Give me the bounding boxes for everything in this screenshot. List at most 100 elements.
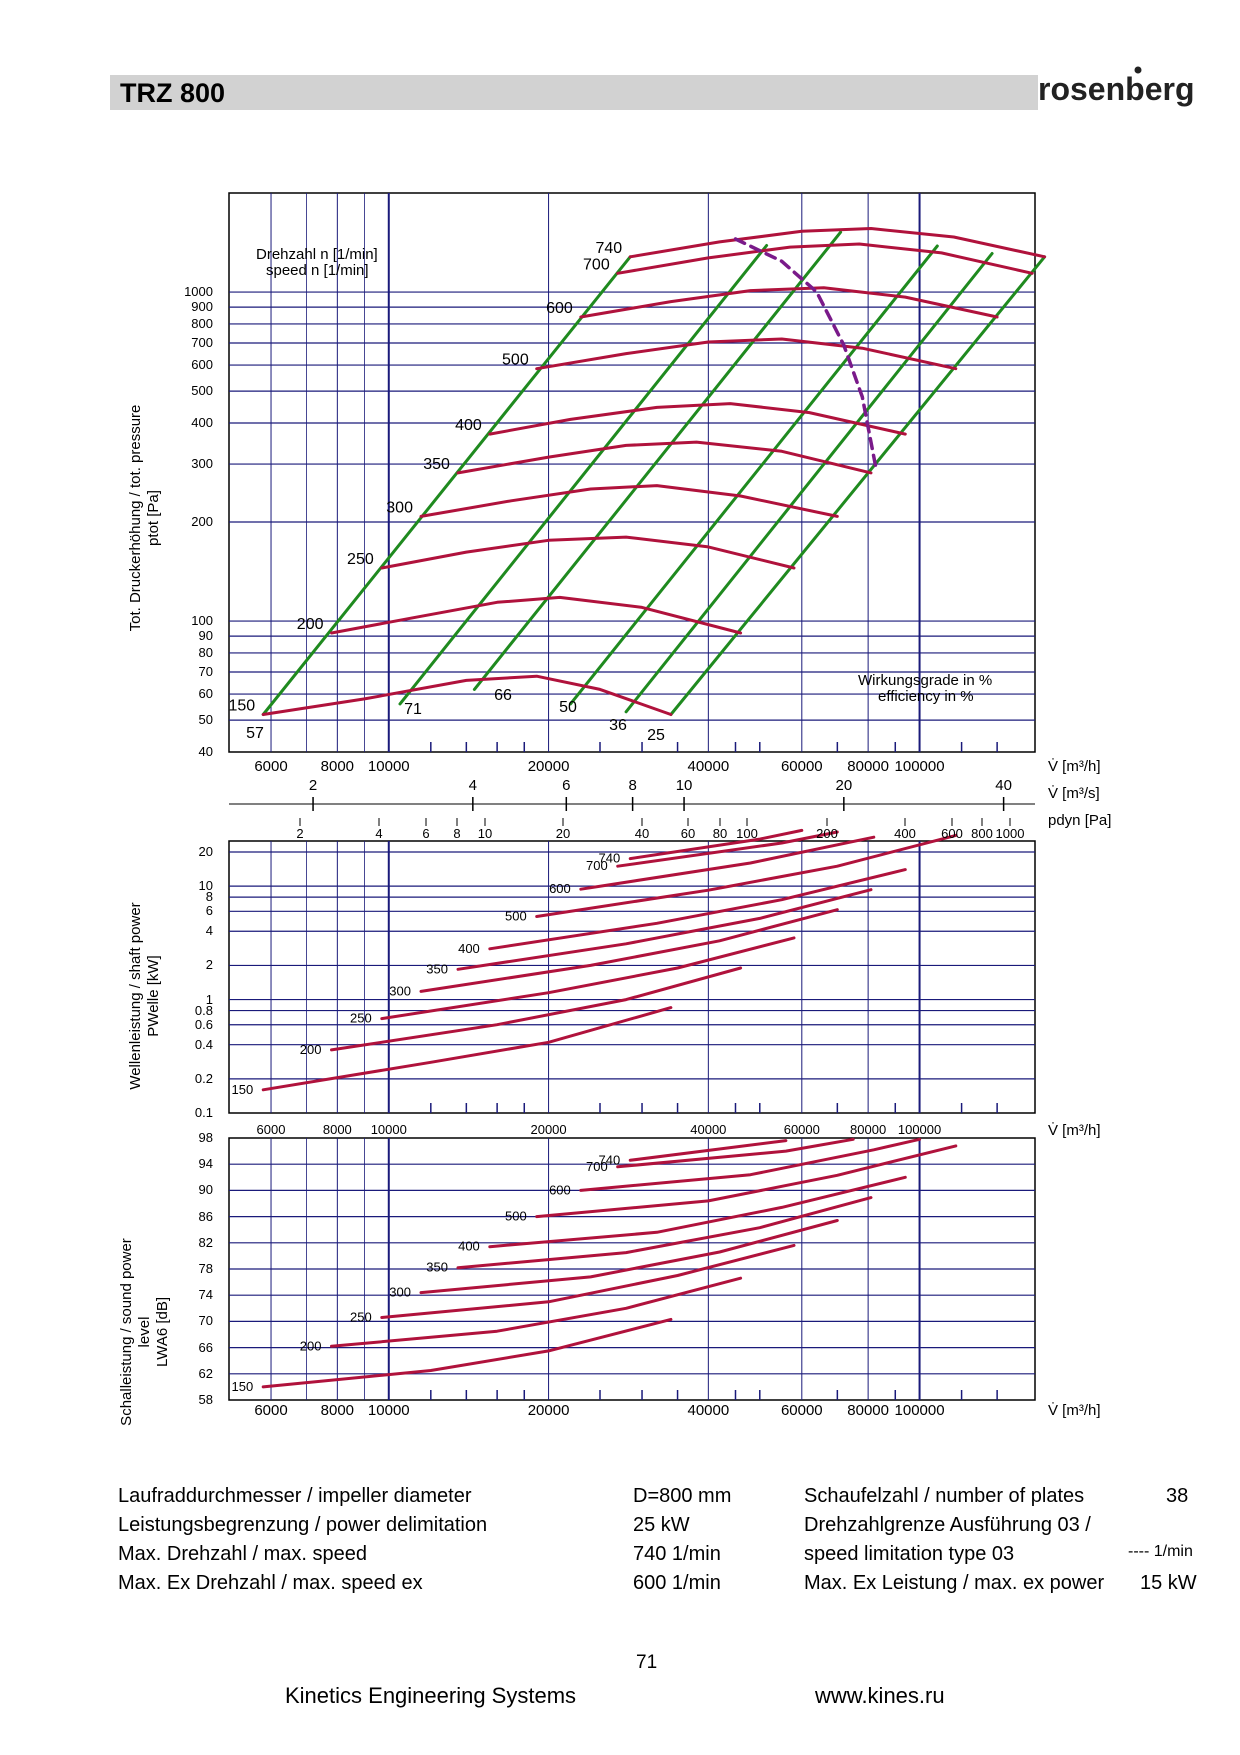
spec-value-power: 25 kW xyxy=(633,1514,690,1536)
spec-value-plates: 38 xyxy=(1166,1485,1189,1507)
power-x-tick: 80000 xyxy=(850,1122,887,1137)
spec-label-plates: Schaufelzahl / number of plates xyxy=(804,1485,1085,1507)
x2-tick-label: 4 xyxy=(468,777,477,794)
rosenberg-logo: rosenberg xyxy=(1038,66,1194,107)
pressure-curve-label-150: 150 xyxy=(229,698,256,715)
sound-y-tick: 66 xyxy=(198,1339,213,1355)
power-y-title-1: Wellenleistung / shaft power xyxy=(127,902,144,1090)
x3-tick-label: 1000 xyxy=(995,826,1025,841)
x2-tick-label: 2 xyxy=(308,777,318,794)
sound-curve-740 xyxy=(628,1139,788,1162)
sound-curve-label-150: 150 xyxy=(232,1379,254,1394)
x3-tick-label: 80 xyxy=(712,826,728,841)
sound-curve-700 xyxy=(616,1137,855,1169)
pressure-y-tick: 100 xyxy=(191,613,213,629)
power-y-tick: 6 xyxy=(205,903,213,919)
power-curve-350 xyxy=(456,888,873,971)
pressure-curve-label-600: 600 xyxy=(546,300,573,317)
efficiency-label-71: 71 xyxy=(404,701,422,718)
sound-curve-600 xyxy=(579,1137,922,1192)
pressure-curve-label-300: 300 xyxy=(386,499,413,516)
pressure-y-tick: 800 xyxy=(191,315,213,331)
efficiency-line-50 xyxy=(569,244,939,706)
power-curve-740 xyxy=(628,828,804,861)
sound-curve-label-600: 600 xyxy=(549,1182,571,1197)
efficiency-label-de: Wirkungsgrade in % xyxy=(858,672,993,689)
pressure-x2-unit: V̇ [m³/s] xyxy=(1048,785,1100,802)
pressure-x-tick: 100000 xyxy=(894,758,945,775)
x3-tick-label: 20 xyxy=(555,826,571,841)
sound-y-title-1b: level xyxy=(136,1316,153,1348)
pressure-chart-frame xyxy=(228,192,1036,753)
power-curve-label-400: 400 xyxy=(458,941,480,956)
power-y-tick: 0.1 xyxy=(194,1105,213,1120)
efficiency-label-50: 50 xyxy=(559,699,577,716)
power-x-tick: 20000 xyxy=(530,1122,567,1137)
sound-curve-200 xyxy=(330,1276,743,1348)
power-y-tick: 2 xyxy=(205,957,213,973)
power-curve-label-740: 740 xyxy=(599,851,621,866)
x2-tick-label: 40 xyxy=(995,777,1012,794)
pressure-y-tick: 500 xyxy=(191,383,213,399)
spec-label-max-ex-speed: Max. Ex Drehzahl / max. speed ex xyxy=(118,1572,423,1594)
power-curve-label-250: 250 xyxy=(350,1011,372,1026)
pressure-y-title-1: Tot. Druckerhöhung / tot. pressure xyxy=(127,404,144,632)
pressure-curve-label-740: 740 xyxy=(596,240,623,257)
page-title: TRZ 800 xyxy=(120,78,226,108)
sound-y-tick: 90 xyxy=(198,1182,213,1198)
sound-y-tick: 82 xyxy=(198,1234,213,1250)
x3-tick-label: 4 xyxy=(375,826,383,841)
sound-y-tick: 78 xyxy=(198,1261,213,1276)
sound-y-tick: 86 xyxy=(198,1208,213,1224)
spec-label-max-speed: Max. Drehzahl / max. speed xyxy=(118,1543,367,1565)
sound-curve-250 xyxy=(380,1243,796,1319)
sound-y-tick: 70 xyxy=(198,1313,213,1329)
power-x-tick: 40000 xyxy=(690,1122,727,1137)
power-x-unit: V̇ [m³/h] xyxy=(1048,1122,1101,1139)
power-y-tick: 4 xyxy=(205,923,213,939)
power-y-tick: 0.6 xyxy=(194,1016,213,1032)
x3-tick-label: 400 xyxy=(894,826,916,841)
power-y-tick: 10 xyxy=(198,878,213,894)
sound-curve-label-250: 250 xyxy=(350,1309,372,1324)
pressure-y-tick: 400 xyxy=(191,414,213,430)
pressure-y-tick: 40 xyxy=(198,744,213,759)
page-number: 71 xyxy=(636,1652,658,1673)
sound-curve-400 xyxy=(488,1175,907,1249)
efficiency-line-57 xyxy=(261,255,632,716)
power-y-tick: 0.8 xyxy=(194,1002,213,1018)
power-curve-500 xyxy=(535,833,958,918)
sound-x-tick: 10000 xyxy=(367,1402,410,1419)
power-chart-frame xyxy=(228,840,1036,1114)
efficiency-label-25: 25 xyxy=(647,727,665,744)
pressure-y-tick: 60 xyxy=(198,686,213,702)
power-curve-200 xyxy=(330,966,743,1052)
sound-y-tick: 98 xyxy=(198,1130,213,1145)
sound-curve-label-740: 740 xyxy=(599,1152,621,1167)
power-curve-label-150: 150 xyxy=(232,1082,254,1097)
pressure-curve-200 xyxy=(330,595,743,635)
efficiency-label-66: 66 xyxy=(494,687,512,704)
efficiency-line-71 xyxy=(398,244,769,706)
efficiency-line-25 xyxy=(669,255,1047,716)
x3-tick-label: 8 xyxy=(453,826,461,841)
efficiency-label-en: efficiency in % xyxy=(878,688,974,705)
pressure-y-tick: 70 xyxy=(198,664,213,680)
power-curve-label-600: 600 xyxy=(549,881,571,896)
pressure-x-tick: 80000 xyxy=(847,758,889,775)
x3-tick-label: 2 xyxy=(296,826,304,841)
x3-tick-label: 60 xyxy=(680,826,696,841)
pressure-y-tick: 1000 xyxy=(184,284,213,300)
power-x-tick: 6000 xyxy=(256,1122,286,1137)
sound-x-tick: 100000 xyxy=(894,1402,945,1419)
pressure-x-unit: V̇ [m³/h] xyxy=(1048,758,1101,775)
pressure-x-tick: 20000 xyxy=(527,758,570,775)
spec-value-max-speed: 740 1/min xyxy=(633,1543,721,1565)
spec-label-diameter: Laufraddurchmesser / impeller diameter xyxy=(118,1485,472,1507)
efficiency-label-36: 36 xyxy=(609,717,627,734)
pressure-y-tick: 700 xyxy=(191,335,213,350)
x2-tick-label: 6 xyxy=(562,777,571,794)
spec-label-speed-type: speed limitation type 03 xyxy=(804,1543,1015,1565)
sound-curve-label-350: 350 xyxy=(426,1260,448,1275)
power-y-tick: 20 xyxy=(198,843,213,859)
